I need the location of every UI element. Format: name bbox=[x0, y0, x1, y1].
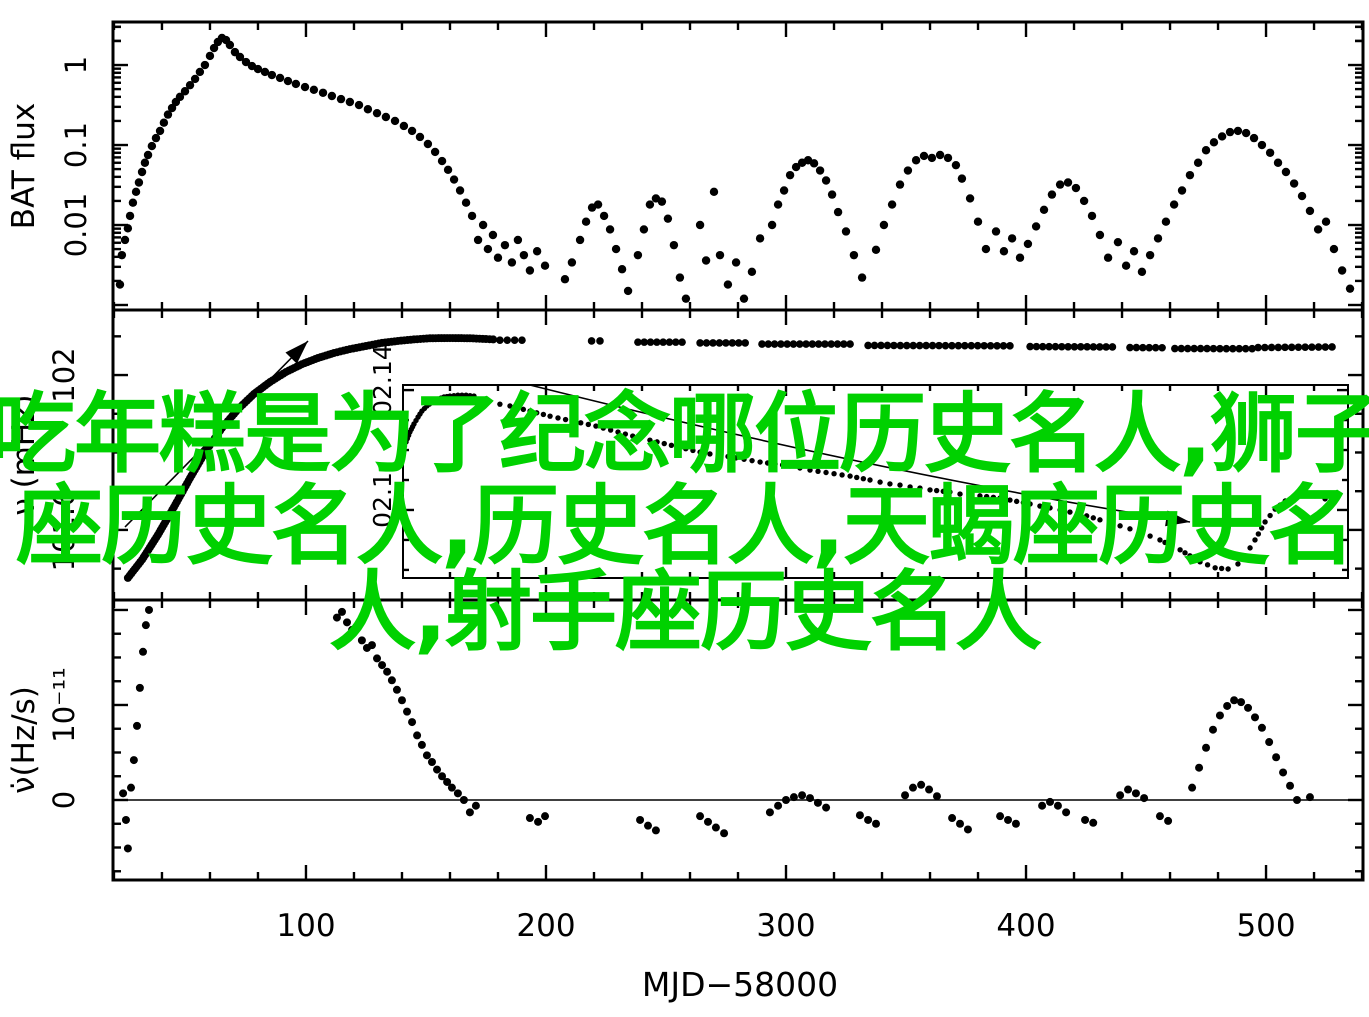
arrow-annotation-2 bbox=[529, 384, 1191, 527]
spin-frequency-groups bbox=[496, 336, 1336, 353]
svg-text:ν̇(Hz/s): ν̇(Hz/s) bbox=[6, 686, 42, 794]
svg-text:10⁻¹¹: 10⁻¹¹ bbox=[47, 667, 81, 742]
svg-text:0.01: 0.01 bbox=[59, 193, 93, 258]
svg-text:02.14: 02.14 bbox=[368, 344, 397, 416]
svg-text:1: 1 bbox=[59, 56, 93, 74]
inset-rise-curve bbox=[400, 392, 477, 453]
svg-text:102: 102 bbox=[47, 347, 81, 402]
arrow-annotation-1 bbox=[124, 340, 309, 528]
svg-text:200: 200 bbox=[516, 908, 575, 944]
svg-text:BAT flux: BAT flux bbox=[6, 103, 42, 229]
axis-bat-flux: 1 0.1 0.01 BAT flux bbox=[6, 25, 1363, 307]
svg-text:MJD−58000: MJD−58000 bbox=[642, 965, 838, 1004]
panel-frame-nu_dot bbox=[111, 598, 1365, 882]
x-axis-labels: 100 200 300 400 500 MJD−58000 bbox=[276, 908, 1295, 1004]
svg-text:101.6: 101.6 bbox=[47, 488, 81, 571]
svg-text:0.1: 0.1 bbox=[59, 122, 93, 168]
svg-text:400: 400 bbox=[996, 908, 1055, 944]
nu-dot-series bbox=[119, 605, 1314, 853]
svg-text:ν (mHz): ν (mHz) bbox=[6, 394, 42, 515]
inset-decay-curve bbox=[497, 401, 1336, 572]
axis-nu-dot: 10⁻¹¹ 0 ν̇(Hz/s) bbox=[6, 608, 1363, 873]
svg-text:300: 300 bbox=[756, 908, 815, 944]
spin-frequency-curve bbox=[123, 334, 498, 582]
axis-spin-frequency: 102 101.6ν (mHz) bbox=[6, 335, 1363, 571]
svg-text:500: 500 bbox=[1236, 908, 1295, 944]
bat-flux-series bbox=[115, 33, 1355, 303]
svg-text:02.1: 02.1 bbox=[368, 472, 397, 528]
svg-text:100: 100 bbox=[276, 908, 335, 944]
svg-text:0: 0 bbox=[47, 791, 81, 809]
